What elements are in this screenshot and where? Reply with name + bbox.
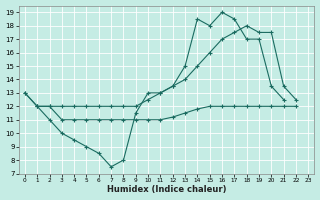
X-axis label: Humidex (Indice chaleur): Humidex (Indice chaleur) xyxy=(107,185,226,194)
